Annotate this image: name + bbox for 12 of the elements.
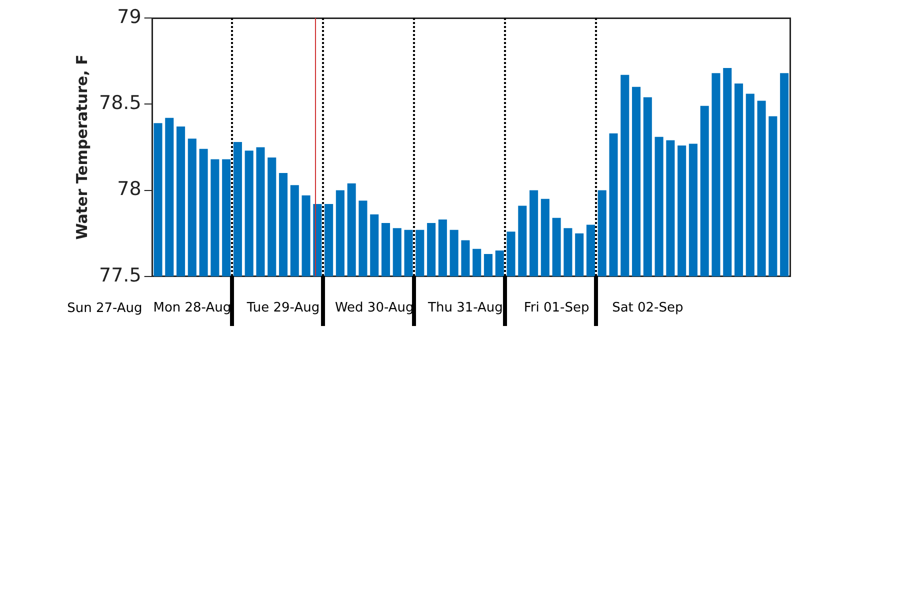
- y-tick-label: 78.5: [98, 92, 142, 114]
- x-tick-label: Fri 01-Sep: [524, 300, 590, 316]
- y-tick-label: 77.5: [98, 264, 142, 286]
- y-axis-title: Water Temperature, F: [72, 54, 91, 240]
- x-tick-label: Wed 30-Aug: [334, 300, 414, 316]
- text: Sun 27-Aug: [67, 300, 142, 316]
- x-tick-label: Thu 31-Aug: [427, 300, 503, 316]
- x-tick-label: Sat 02-Sep: [612, 300, 684, 316]
- x-tick-label: Mon 28-Aug: [153, 300, 232, 316]
- x-tick-label: Tue 29-Aug: [246, 300, 320, 316]
- y-tick-label: 79: [117, 6, 142, 28]
- y-tick-label: 78: [117, 178, 142, 200]
